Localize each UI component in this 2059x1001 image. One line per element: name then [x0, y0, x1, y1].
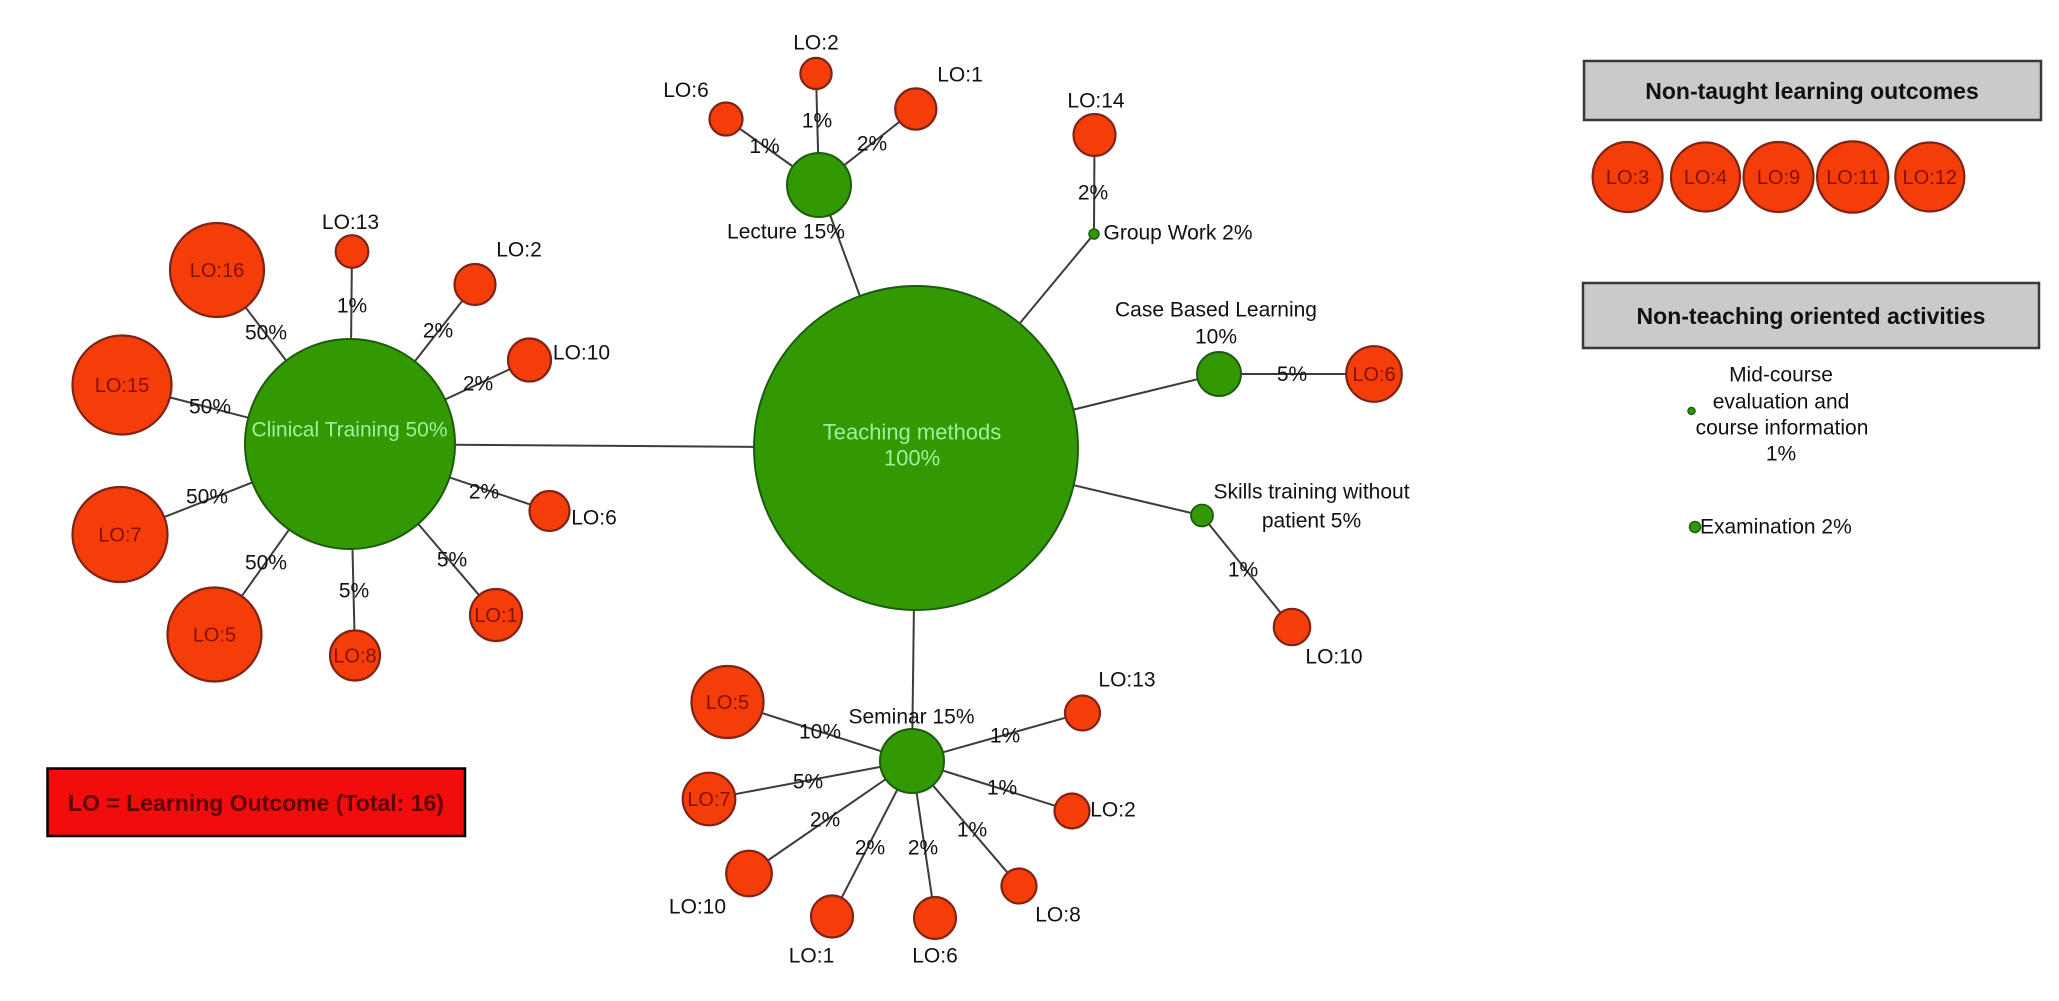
svg-text:LO:4: LO:4 — [1684, 167, 1727, 189]
svg-text:LO:14: LO:14 — [1067, 90, 1125, 113]
svg-text:LO:1: LO:1 — [474, 605, 517, 627]
svg-text:LO:10: LO:10 — [669, 896, 726, 919]
svg-text:LO:1: LO:1 — [937, 64, 983, 87]
svg-text:LO:3: LO:3 — [1606, 167, 1649, 189]
svg-text:LO:6: LO:6 — [912, 945, 958, 968]
svg-text:2%: 2% — [855, 837, 885, 860]
svg-text:1%: 1% — [957, 819, 987, 842]
svg-text:Seminar 15%: Seminar 15% — [848, 706, 974, 729]
svg-text:2%: 2% — [908, 837, 938, 860]
svg-text:LO:9: LO:9 — [1757, 167, 1800, 189]
svg-text:LO:2: LO:2 — [1090, 799, 1136, 822]
svg-text:50%: 50% — [245, 322, 287, 345]
svg-text:course information: course information — [1696, 417, 1869, 440]
svg-text:1%: 1% — [990, 725, 1020, 748]
svg-text:Group Work 2%: Group Work 2% — [1104, 222, 1253, 245]
svg-text:LO:12: LO:12 — [1903, 167, 1957, 189]
svg-text:LO = Learning Outcome (Total:: LO = Learning Outcome (Total: 16) — [68, 790, 444, 816]
svg-text:1%: 1% — [337, 295, 367, 318]
svg-text:LO:6: LO:6 — [571, 507, 617, 530]
svg-text:1%: 1% — [1766, 443, 1796, 466]
svg-text:1%: 1% — [1228, 559, 1258, 582]
svg-text:50%: 50% — [186, 486, 228, 509]
svg-text:1%: 1% — [749, 135, 779, 158]
svg-text:LO:10: LO:10 — [553, 342, 610, 365]
svg-text:5%: 5% — [1277, 363, 1307, 386]
svg-text:1%: 1% — [802, 110, 832, 133]
svg-text:1%: 1% — [987, 777, 1017, 800]
svg-text:2%: 2% — [1078, 182, 1108, 205]
svg-text:10%: 10% — [799, 721, 841, 744]
svg-text:Lecture 15%: Lecture 15% — [727, 221, 845, 244]
svg-text:5%: 5% — [437, 549, 467, 572]
svg-text:2%: 2% — [469, 481, 499, 504]
svg-text:LO:5: LO:5 — [706, 692, 749, 714]
svg-text:2%: 2% — [463, 373, 493, 396]
svg-text:10%: 10% — [1195, 326, 1237, 349]
svg-text:LO:13: LO:13 — [1098, 669, 1155, 692]
svg-text:5%: 5% — [339, 580, 369, 603]
svg-text:Non-taught learning outcomes: Non-taught learning outcomes — [1645, 78, 1979, 104]
svg-text:LO:2: LO:2 — [793, 32, 839, 55]
svg-text:100%: 100% — [884, 446, 940, 471]
svg-text:LO:10: LO:10 — [1305, 646, 1362, 669]
svg-text:LO:15: LO:15 — [95, 375, 149, 397]
svg-text:LO:7: LO:7 — [98, 525, 141, 547]
svg-text:LO:16: LO:16 — [190, 260, 244, 282]
svg-text:Non-teaching oriented activiti: Non-teaching oriented activities — [1637, 303, 1986, 329]
svg-text:Case Based Learning: Case Based Learning — [1115, 299, 1317, 322]
svg-text:5%: 5% — [793, 771, 823, 794]
svg-text:50%: 50% — [245, 552, 287, 575]
svg-text:LO:5: LO:5 — [193, 625, 236, 647]
svg-text:Skills training without: Skills training without — [1213, 481, 1409, 504]
svg-text:LO:6: LO:6 — [663, 79, 709, 102]
svg-text:LO:7: LO:7 — [687, 789, 730, 811]
svg-text:50%: 50% — [189, 396, 231, 419]
svg-text:2%: 2% — [857, 133, 887, 156]
svg-text:patient 5%: patient 5% — [1262, 510, 1361, 533]
svg-text:Mid-course: Mid-course — [1729, 364, 1833, 387]
svg-text:2%: 2% — [810, 809, 840, 832]
svg-text:LO:8: LO:8 — [1035, 904, 1081, 927]
svg-text:Examination 2%: Examination 2% — [1700, 516, 1852, 539]
svg-text:2%: 2% — [423, 320, 453, 343]
svg-text:Teaching methods: Teaching methods — [823, 420, 1002, 445]
svg-text:LO:6: LO:6 — [1352, 364, 1395, 386]
svg-text:LO:8: LO:8 — [333, 646, 376, 668]
svg-text:Clinical Training 50%: Clinical Training 50% — [251, 419, 447, 442]
svg-text:LO:11: LO:11 — [1826, 167, 1879, 189]
svg-text:LO:13: LO:13 — [322, 211, 379, 234]
svg-text:LO:2: LO:2 — [496, 239, 542, 262]
svg-text:LO:1: LO:1 — [789, 945, 835, 968]
svg-text:evaluation and: evaluation and — [1713, 391, 1850, 414]
